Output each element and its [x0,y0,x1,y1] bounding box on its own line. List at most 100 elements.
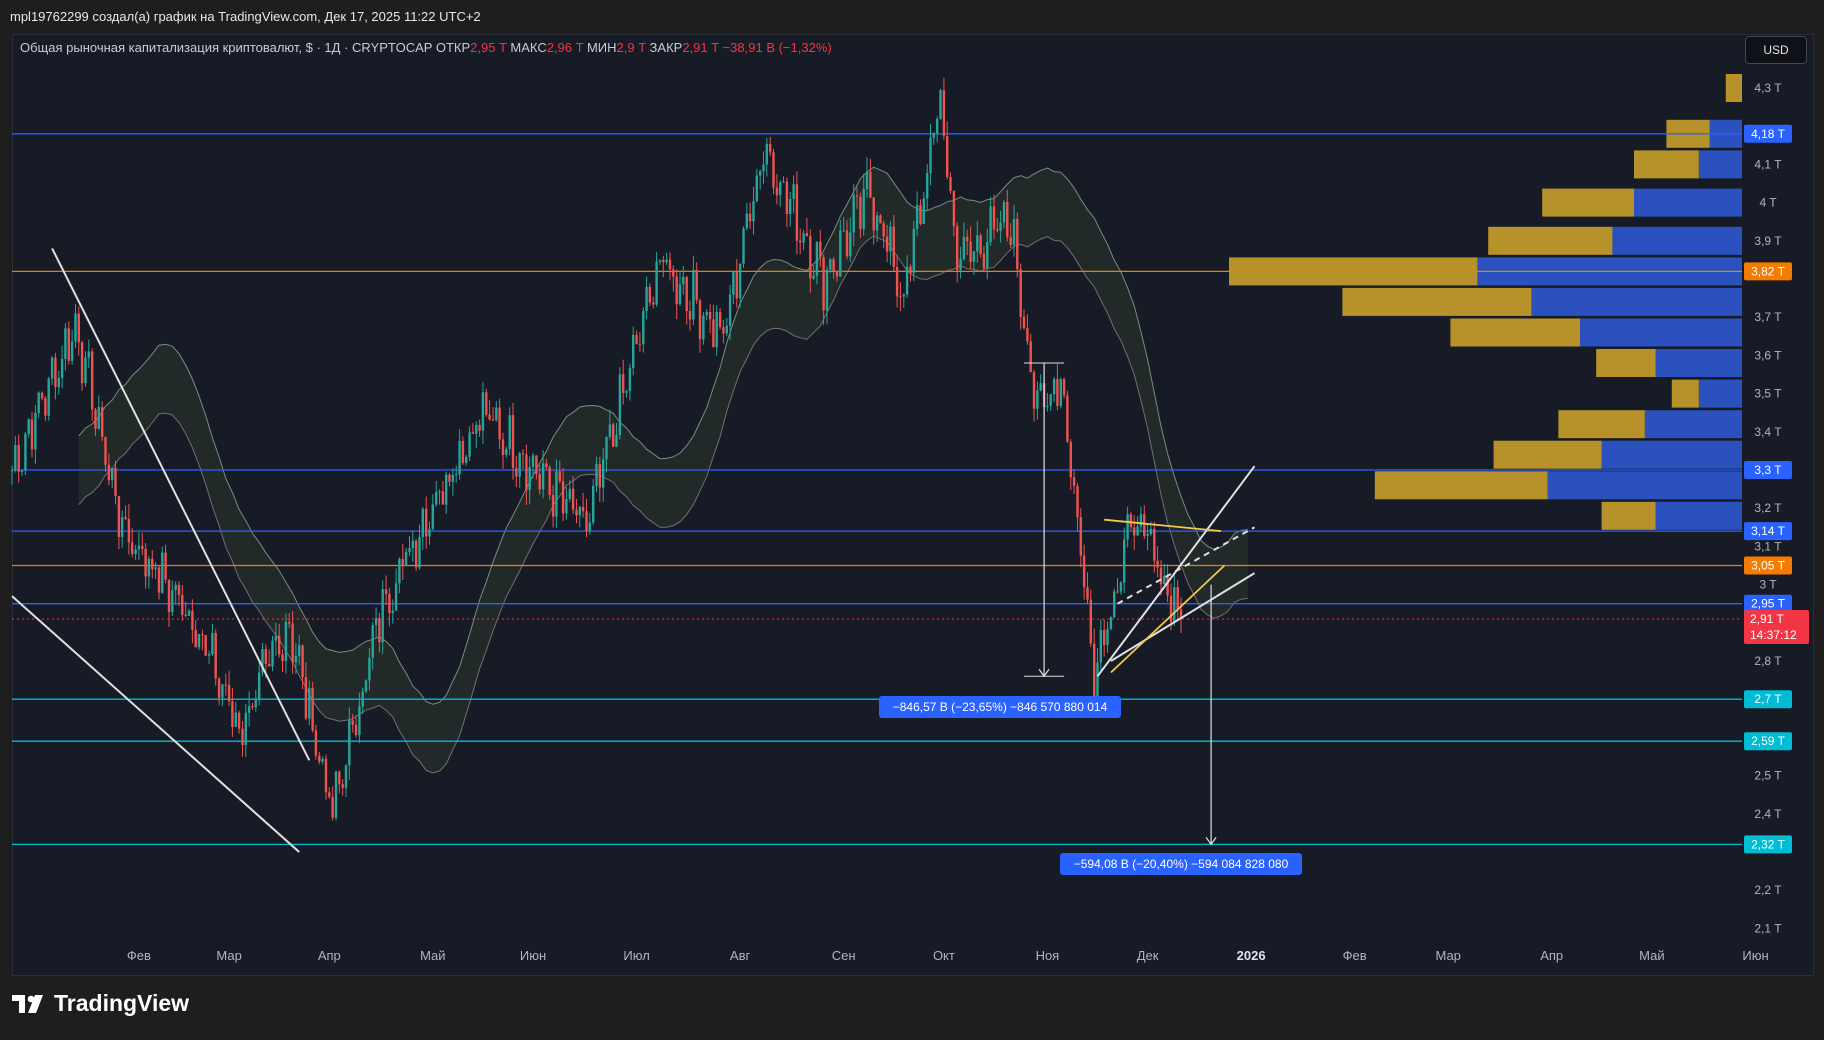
candle-body [869,171,872,198]
candle-body [999,222,1002,231]
candle-body [418,536,421,568]
candle-body [668,259,672,270]
candle-body [588,522,591,531]
candle-body [635,334,638,344]
candle-body [915,205,919,229]
candle-body [318,755,321,762]
candle-body [875,215,879,231]
candle-body [518,453,521,477]
volume-bar-down [1531,287,1742,316]
candle-body [414,540,418,568]
volume-bar-up [1542,188,1634,217]
y-tick-label: 3,2 T [1754,501,1782,515]
candle-body [825,269,829,311]
candle-body [1016,218,1019,270]
candle-body [354,724,358,736]
candle-body [50,357,54,379]
tradingview-logo[interactable]: TradingView [12,990,189,1017]
candle-body [541,463,545,490]
candle-body [622,374,625,393]
candle-body [1156,560,1159,568]
candle-body [568,488,571,499]
candle-body [481,392,485,431]
candle-body [201,634,204,636]
candle-body [595,464,598,486]
x-tick-label: Ноя [1036,948,1060,963]
candle-body [585,511,588,531]
candle-body [722,327,725,334]
candle-body [1036,390,1039,409]
candle-body [1153,528,1156,561]
candle-body [555,471,558,517]
candle-body [1173,587,1176,622]
candle-body [398,558,401,584]
candle-body [1009,237,1012,245]
candle-body [1113,591,1116,618]
candle-body [929,137,932,173]
candle-body [331,796,334,818]
candle-body [234,712,237,727]
candle-body [278,635,281,655]
candle-body [992,206,996,230]
candle-body [488,414,491,420]
candle-body [401,558,404,565]
candle-body [30,419,34,450]
candle-body [615,435,618,447]
candle-body [291,623,294,663]
candle-body [759,171,762,176]
candle-body [421,508,424,537]
price-level-label: 3,14 T [1751,524,1785,538]
y-tick-label: 2,1 T [1754,921,1782,935]
candle-body [1029,341,1032,373]
x-tick-label: Июн [520,948,546,963]
volume-bar-down [1698,150,1742,179]
candle-body [247,706,251,713]
chart-area[interactable] [12,34,1814,976]
candle-body [27,419,30,434]
price-level-tag [1744,732,1792,751]
candle-body [919,205,922,224]
high-value: 2,96 T [546,40,584,55]
currency-button[interactable]: USD [1745,36,1807,64]
candle-body [718,311,722,328]
candle-body [578,507,581,516]
x-tick-label: Мар [1435,948,1460,963]
y-tick-label: 3,7 T [1754,310,1782,324]
price-level-tag [1744,262,1792,281]
price-level-tag [1744,461,1792,479]
candle-body [207,654,211,656]
cloud-upper-line [78,166,1248,705]
candle-body [181,594,184,615]
candle-body [551,495,555,517]
volume-bar-down [1644,410,1742,439]
y-tick-label: 4,1 T [1754,157,1782,171]
candle-body [835,271,839,277]
candle-body [612,424,615,447]
volume-bar-up [1450,318,1580,347]
x-tick-label: Июн [1742,948,1768,963]
candle-body [258,672,261,701]
high-label: МАКС [510,40,547,55]
candle-body [44,398,47,416]
candle-body [959,259,962,271]
candle-body [1019,269,1022,317]
candle-body [271,640,274,667]
candle-body [1032,372,1036,409]
candle-body [565,499,568,514]
candle-body [795,184,799,241]
candle-body [812,275,815,279]
candle-body [782,181,785,183]
candle-body [939,90,942,119]
candle-body [1119,582,1123,592]
candle-body [227,685,231,702]
chart-caption: mpl19762299 создал(а) график на TradingV… [10,9,481,24]
candle-body [137,545,141,550]
candle-body [1059,379,1062,406]
candle-body [885,236,889,252]
candle-body [94,409,97,429]
axes: 4,3 T 4,1 T 4 T 3,9 T 3,7 T 3,6 T 3,5 T 3,4 T 3,… [127,81,1782,963]
candle-body [217,678,221,698]
candle-body [378,618,381,643]
volume-bar-down [1580,318,1742,347]
candle-body [124,517,127,519]
